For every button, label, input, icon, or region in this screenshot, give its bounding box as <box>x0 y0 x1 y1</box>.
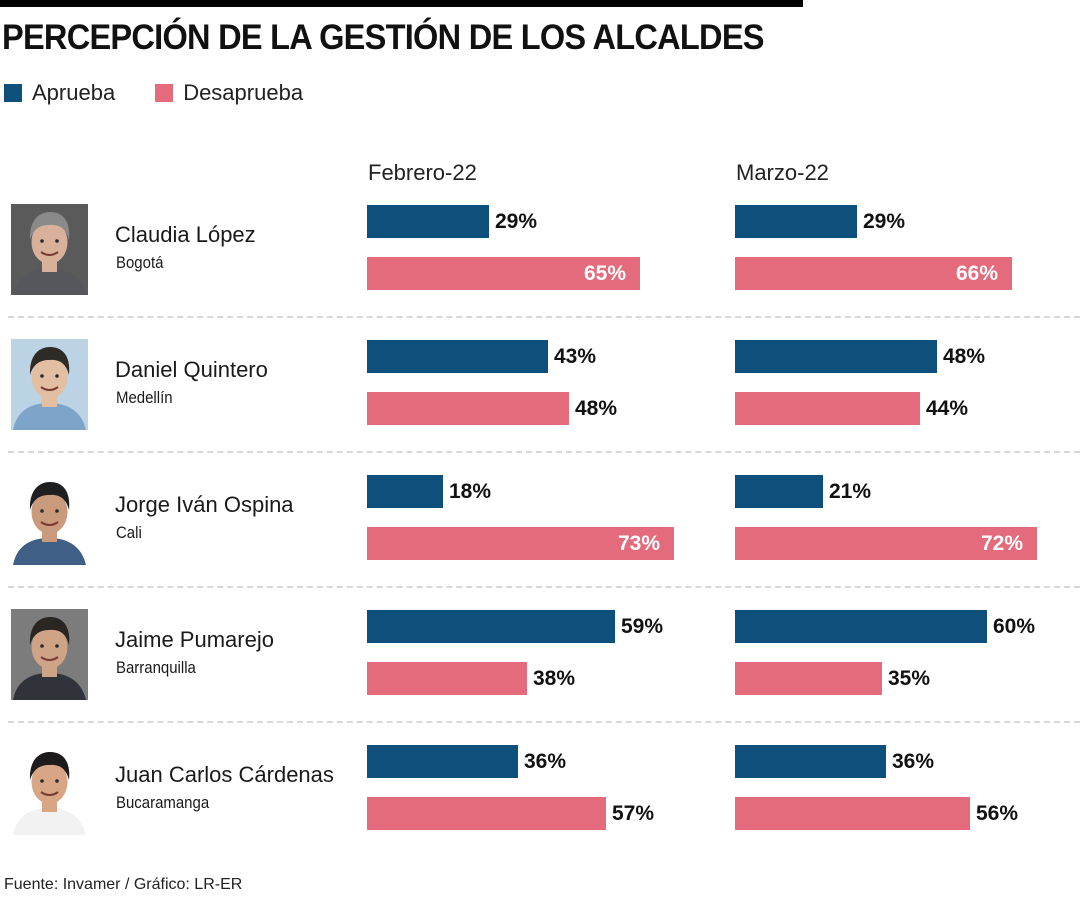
value-label-disapprove-marzo-22: 72% <box>981 532 1024 555</box>
mayor-portrait-photo <box>11 339 88 430</box>
bar-disapprove-marzo-22 <box>735 527 1037 560</box>
mayor-city: Bogotá <box>116 253 164 272</box>
source-note: Fuente: Invamer / Gráfico: LR-ER <box>4 876 243 893</box>
bar-disapprove-febrero-22 <box>367 392 569 425</box>
bar-disapprove-marzo-22 <box>735 392 920 425</box>
bar-disapprove-marzo-22 <box>735 257 1012 290</box>
bar-disapprove-marzo-22 <box>735 797 970 830</box>
bar-approve-febrero-22 <box>367 475 443 508</box>
bar-approve-febrero-22 <box>367 610 615 643</box>
mayor-city: Barranquilla <box>116 658 196 677</box>
bar-disapprove-febrero-22 <box>367 527 674 560</box>
value-label-approve-febrero-22: 29% <box>495 210 538 233</box>
bar-approve-marzo-22 <box>735 205 857 238</box>
value-label-approve-febrero-22: 36% <box>524 750 567 773</box>
bar-approve-marzo-22 <box>735 475 823 508</box>
value-label-approve-febrero-22: 59% <box>621 615 664 638</box>
bar-disapprove-febrero-22 <box>367 662 527 695</box>
bar-approve-febrero-22 <box>367 340 548 373</box>
value-label-disapprove-febrero-22: 65% <box>584 262 627 285</box>
bar-disapprove-marzo-22 <box>735 662 882 695</box>
value-label-disapprove-febrero-22: 48% <box>575 397 618 420</box>
value-label-approve-marzo-22: 29% <box>863 210 906 233</box>
legend-swatch-aprueba <box>4 84 22 102</box>
mayor-name: Juan Carlos Cárdenas <box>115 762 334 787</box>
chart-title: PERCEPCIÓN DE LA GESTIÓN DE LOS ALCALDES <box>2 18 765 57</box>
mayor-city: Cali <box>116 523 142 542</box>
mayor-name: Daniel Quintero <box>115 357 268 382</box>
mayor-name: Jorge Iván Ospina <box>115 492 294 517</box>
value-label-disapprove-marzo-22: 44% <box>926 397 969 420</box>
legend-item-desaprueba: Desaprueba <box>155 80 303 106</box>
row-divider <box>8 721 1080 723</box>
legend-swatch-desaprueba <box>155 84 174 102</box>
value-label-approve-marzo-22: 60% <box>993 615 1036 638</box>
mayor-name: Jaime Pumarejo <box>115 627 274 652</box>
value-label-disapprove-marzo-22: 35% <box>888 667 931 690</box>
value-label-approve-febrero-22: 18% <box>449 480 492 503</box>
value-label-approve-marzo-22: 21% <box>829 480 872 503</box>
value-label-disapprove-marzo-22: 56% <box>976 802 1019 825</box>
mayor-row: Jorge Iván Ospina Cali 18% 73% 21% 72% <box>0 460 1080 595</box>
mayor-name: Claudia López <box>115 222 256 247</box>
row-divider <box>8 586 1080 588</box>
value-label-approve-febrero-22: 43% <box>554 345 597 368</box>
mayor-portrait-photo <box>11 609 88 700</box>
mayor-city: Medellín <box>116 388 173 407</box>
legend-label-desaprueba: Desaprueba <box>183 80 304 105</box>
legend: Aprueba Desaprueba <box>4 80 343 106</box>
bar-approve-marzo-22 <box>735 340 937 373</box>
value-label-disapprove-febrero-22: 57% <box>612 802 655 825</box>
value-label-approve-marzo-22: 36% <box>892 750 935 773</box>
mayor-row: Daniel Quintero Medellín 43% 48% 48% 44% <box>0 325 1080 460</box>
mayor-portrait-photo <box>11 204 88 295</box>
top-rule <box>0 0 803 7</box>
legend-label-aprueba: Aprueba <box>32 80 116 105</box>
legend-item-aprueba: Aprueba <box>4 80 115 106</box>
mayor-portrait-photo <box>11 744 88 835</box>
bar-approve-febrero-22 <box>367 205 489 238</box>
column-header-marzo: Marzo-22 <box>736 160 829 185</box>
value-label-approve-marzo-22: 48% <box>943 345 986 368</box>
column-header-febrero: Febrero-22 <box>368 160 477 185</box>
mayor-city: Bucaramanga <box>116 793 210 812</box>
value-label-disapprove-febrero-22: 73% <box>618 532 661 555</box>
bar-approve-marzo-22 <box>735 745 886 778</box>
value-label-disapprove-febrero-22: 38% <box>533 667 576 690</box>
mayor-row: Claudia López Bogotá 29% 65% 29% 66% <box>0 190 1080 325</box>
mayor-portrait-photo <box>11 474 88 565</box>
mayor-row: Jaime Pumarejo Barranquilla 59% 38% 60% 35% <box>0 595 1080 730</box>
bar-approve-marzo-22 <box>735 610 987 643</box>
row-divider <box>8 451 1080 453</box>
bar-approve-febrero-22 <box>367 745 518 778</box>
value-label-disapprove-marzo-22: 66% <box>956 262 999 285</box>
row-divider <box>8 316 1080 318</box>
bar-disapprove-febrero-22 <box>367 257 640 290</box>
bar-disapprove-febrero-22 <box>367 797 606 830</box>
mayor-row: Juan Carlos Cárdenas Bucaramanga 36% 57% 36%… <box>0 730 1080 865</box>
